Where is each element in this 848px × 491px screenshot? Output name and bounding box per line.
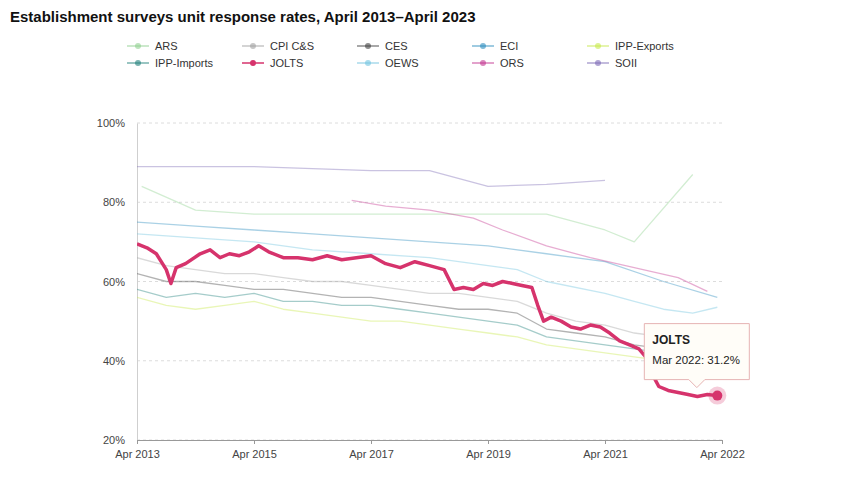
- x-tick: Apr 2021: [583, 440, 628, 460]
- annotation-title: JOLTS: [652, 333, 690, 347]
- annotation-point: [712, 391, 722, 401]
- legend-label: ORS: [500, 57, 524, 69]
- annotation-box: [644, 324, 749, 388]
- legend: ARS CPI C&S CES ECI IPP-Exports IPP-Imports JO…: [127, 40, 674, 69]
- x-tick-mark: [371, 440, 372, 444]
- series-line: [137, 234, 717, 313]
- legend-dot: [480, 60, 486, 66]
- title: Establishment surveys unit response rate…: [10, 8, 475, 25]
- y-tick-label: 80%: [103, 196, 125, 208]
- legend-label: CES: [385, 40, 408, 52]
- y-tick-label: 100%: [97, 117, 125, 129]
- series-line: [137, 167, 605, 187]
- y-axis-line: [137, 124, 138, 441]
- grid-line: [137, 360, 722, 361]
- x-tick-label: Apr 2017: [349, 448, 394, 460]
- series-line: [137, 258, 693, 341]
- x-tick: Apr 2017: [349, 440, 394, 460]
- series-line: [137, 289, 693, 352]
- y-tick: 100%: [97, 117, 137, 129]
- y-tick-label: 20%: [103, 434, 125, 446]
- y-tick: 40%: [103, 355, 137, 367]
- chart: Establishment surveys unit response rate…: [0, 0, 848, 491]
- legend-dot: [595, 60, 601, 66]
- y-tick: 20%: [103, 434, 137, 446]
- x-tick-label: Apr 2022: [700, 448, 745, 460]
- x-tick-label: Apr 2021: [583, 448, 628, 460]
- grid-line: [137, 123, 722, 124]
- x-tick: Apr 2015: [232, 440, 277, 460]
- legend-dot: [135, 60, 141, 66]
- series-line: [137, 297, 693, 360]
- y-tick-label: 40%: [103, 355, 125, 367]
- y-tick: 60%: [103, 276, 137, 288]
- y-tick-label: 60%: [103, 276, 125, 288]
- x-tick-label: Apr 2013: [115, 448, 160, 460]
- plot-area: [137, 167, 717, 397]
- legend-dot: [365, 43, 371, 49]
- legend-label: IPP-Exports: [615, 40, 674, 52]
- x-tick-mark: [254, 440, 255, 444]
- x-tick: Apr 2019: [466, 440, 511, 460]
- x-tick-mark: [722, 440, 723, 444]
- grid: [137, 123, 722, 440]
- x-tick-mark: [605, 440, 606, 444]
- series-line: [352, 200, 708, 291]
- annotation-halo: [708, 387, 726, 405]
- x-tick-label: Apr 2015: [232, 448, 277, 460]
- legend-label: IPP-Imports: [155, 57, 214, 69]
- x-tick-label: Apr 2019: [466, 448, 511, 460]
- legend-label: ECI: [500, 40, 518, 52]
- series-line: [137, 244, 717, 397]
- annotation: JOLTS Mar 2022: 31.2%: [644, 324, 749, 405]
- x-tick: Apr 2013: [115, 440, 160, 460]
- y-tick: 80%: [103, 196, 137, 208]
- legend-label: OEWS: [385, 57, 419, 69]
- legend-label: SOII: [615, 57, 637, 69]
- legend-label: JOLTS: [270, 57, 303, 69]
- x-tick: Apr 2022: [700, 440, 745, 460]
- grid-line: [137, 202, 722, 203]
- legend-dot: [250, 43, 256, 49]
- legend-dot: [365, 60, 371, 66]
- legend-dot: [480, 43, 486, 49]
- x-axis-line: [138, 441, 723, 445]
- x-axis: Apr 2013 Apr 2015 Apr 2017 Apr 2019 Apr 2021…: [115, 440, 745, 460]
- series-line: [142, 175, 693, 242]
- legend-dot: [250, 60, 256, 66]
- grid-line: [137, 281, 722, 282]
- annotation-label: Mar 2022: 31.2%: [652, 354, 740, 366]
- legend-label: CPI C&S: [270, 40, 314, 52]
- x-tick-mark: [137, 440, 138, 444]
- series-line: [137, 274, 717, 349]
- series-line: [137, 222, 717, 297]
- legend-label: ARS: [155, 40, 178, 52]
- legend-dot: [595, 43, 601, 49]
- legend-dot: [135, 43, 141, 49]
- y-axis: 20% 40% 60% 80% 100%: [97, 117, 138, 446]
- x-tick-mark: [488, 440, 489, 444]
